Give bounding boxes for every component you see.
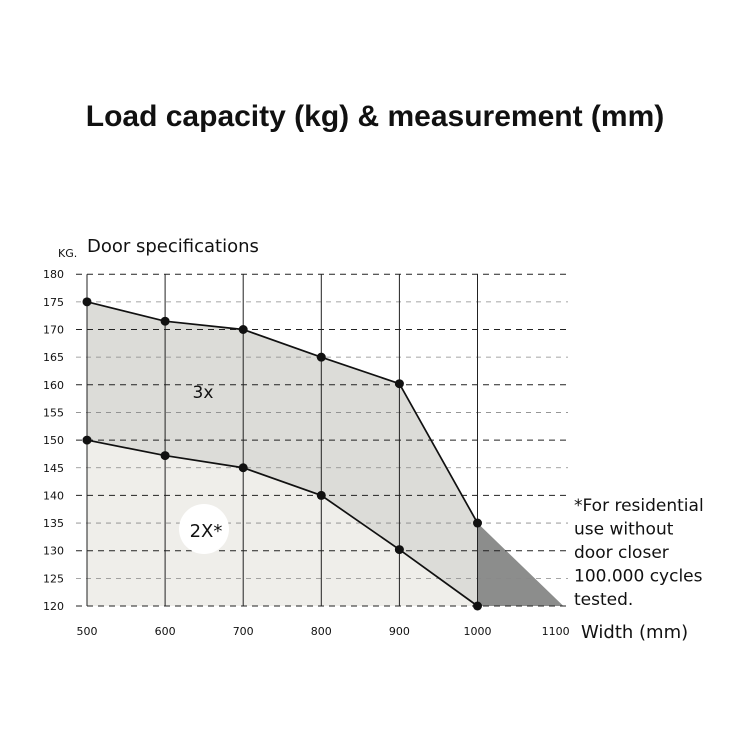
point-2x [238,463,248,473]
x-axis-label: Width (mm) [581,622,688,643]
area-2x [87,440,478,606]
note-line: 100.000 cycles [574,567,703,587]
y-tick-label: 175 [43,296,64,309]
x-tick-label: 800 [311,625,332,638]
y-tick-label: 120 [43,600,64,613]
x-tick-label: 600 [155,625,176,638]
y-tick-label: 180 [43,268,64,281]
point-3x [316,352,326,362]
y-tick-label: 145 [43,462,64,475]
y-tick-label: 140 [43,489,64,502]
y-axis-label: KG. [58,247,77,260]
x-tick-label: 900 [389,625,410,638]
chart-title: Load capacity (kg) & measurement (mm) [86,100,664,133]
y-tick-label: 170 [43,324,64,337]
note-line: door closer [574,543,669,563]
y-tick-label: 130 [43,545,64,558]
x-tick-label: 500 [77,625,98,638]
note-line: tested. [574,590,633,610]
point-2x [316,490,326,500]
series-lines [86,301,479,607]
point-3x [394,379,404,389]
y-tick-label: 150 [43,434,64,447]
y-tick-label: 155 [43,406,64,419]
x-tick-labels: 500 600 700 800 900 1000 1100 [77,625,570,638]
data-points [82,297,482,611]
y-tick-labels: 180 175 170 165 160 155 150 145 140 135 130 125 120 [43,268,64,613]
badge-2x [179,504,229,554]
y-tick-label: 165 [43,351,64,364]
point-3x [238,325,248,334]
series-label-2x: 2X* [190,521,223,542]
point-3x [82,297,92,307]
point-2x [82,435,92,445]
series-label-3x: 3x [193,383,214,403]
point-2x [160,451,170,461]
line-3x [86,301,479,524]
y-tick-label: 135 [43,517,64,530]
point-3x [160,316,170,326]
residential-note: *For residential use without door closer 10… [574,496,704,610]
x-tick-label: 700 [233,625,254,638]
x-tick-label: 1100 [542,625,570,638]
point-2x [394,545,404,555]
x-tick-label: 1000 [464,625,492,638]
note-line: use without [574,520,674,540]
y-tick-label: 125 [43,572,64,585]
area-extension [477,523,564,606]
point-3x [473,518,482,528]
note-line: *For residential [574,496,704,516]
y-tick-label: 160 [43,379,64,392]
chart-subtitle: Door specifications [87,236,259,257]
line-2x [86,439,478,607]
point-2x [473,601,482,611]
